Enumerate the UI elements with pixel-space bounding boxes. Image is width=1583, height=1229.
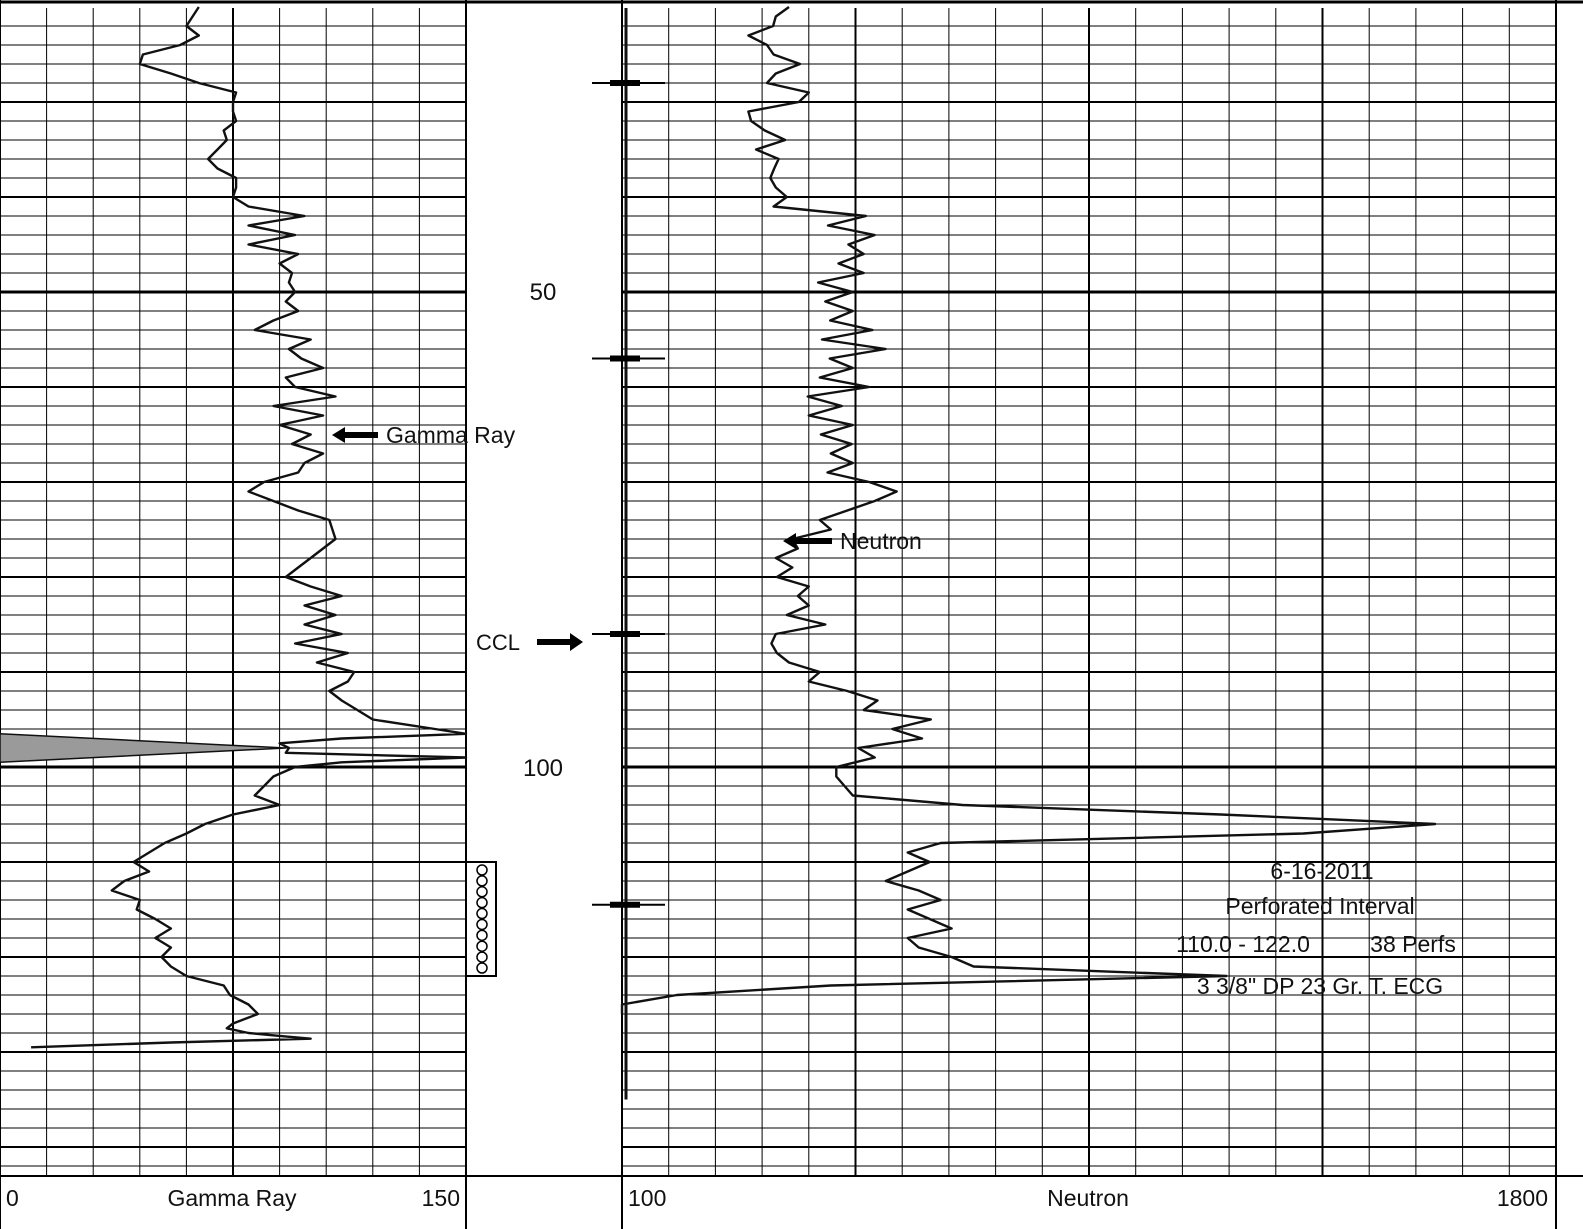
ccl-collar-blip xyxy=(610,355,640,362)
perf-shot-circle xyxy=(476,875,488,887)
neutron-axis-title: Neutron xyxy=(1047,1185,1129,1211)
neutron-axis-max-label: 1800 xyxy=(1497,1185,1548,1211)
perf-shot-circle xyxy=(476,864,488,876)
ccl-annotation: CCL xyxy=(476,630,583,655)
ccl-collar-blip xyxy=(610,901,640,908)
perforation-title: Perforated Interval xyxy=(1225,893,1414,919)
neutron-curve-group xyxy=(620,6,1437,1014)
perf-shot-circle xyxy=(476,962,488,974)
neutron-axis: 100 Neutron 1800 xyxy=(628,1185,1548,1211)
ccl-collar-blip xyxy=(610,80,640,86)
neutron-annotation-label: Neutron xyxy=(840,528,922,554)
gamma-axis-max-label: 150 xyxy=(422,1185,460,1211)
depth-label-100: 100 xyxy=(523,755,563,782)
perforation-note: 6-16-2011 Perforated Interval 110.0 - 12… xyxy=(1176,858,1456,999)
ccl-collar-marks xyxy=(592,8,665,1100)
perf-shot-circle xyxy=(476,907,488,920)
perf-shot-circle xyxy=(476,929,488,942)
perf-shot-circle xyxy=(476,918,488,931)
perf-shot-circle xyxy=(476,886,488,898)
gamma-ray-curve xyxy=(31,6,468,1049)
perforation-symbol xyxy=(465,861,497,977)
neutron-arrow-icon xyxy=(783,533,832,549)
perforation-count: 38 Perfs xyxy=(1370,931,1456,957)
gamma-ray-annotation-label: Gamma Ray xyxy=(386,422,516,448)
perforation-date: 6-16-2011 xyxy=(1270,858,1373,884)
gamma-shaded-area xyxy=(0,732,286,764)
gamma-ray-annotation: Gamma Ray xyxy=(332,422,516,448)
perf-shot-circle xyxy=(476,951,488,963)
perforation-interval: 110.0 - 122.0 xyxy=(1176,931,1310,957)
gamma-ray-curve-group xyxy=(0,6,468,1049)
perf-shot-circle xyxy=(476,940,488,952)
neutron-curve xyxy=(620,6,1437,1014)
neutron-annotation: Neutron xyxy=(783,528,922,554)
neutron-axis-min-label: 100 xyxy=(628,1185,666,1211)
perf-shot-circle xyxy=(476,896,488,909)
ccl-arrow-icon xyxy=(537,633,583,651)
ccl-collar-blip xyxy=(610,631,640,637)
gamma-axis: 0 Gamma Ray 150 xyxy=(6,1185,460,1211)
gamma-axis-title: Gamma Ray xyxy=(167,1185,297,1211)
gamma-ray-arrow-icon xyxy=(332,427,378,443)
depth-label-50: 50 xyxy=(530,279,557,306)
gamma-axis-min-label: 0 xyxy=(6,1185,19,1211)
neutron-track-grid xyxy=(621,8,1557,1176)
perforation-gun: 3 3/8" DP 23 Gr. T. ECG xyxy=(1197,973,1443,999)
ccl-label: CCL xyxy=(476,630,520,655)
